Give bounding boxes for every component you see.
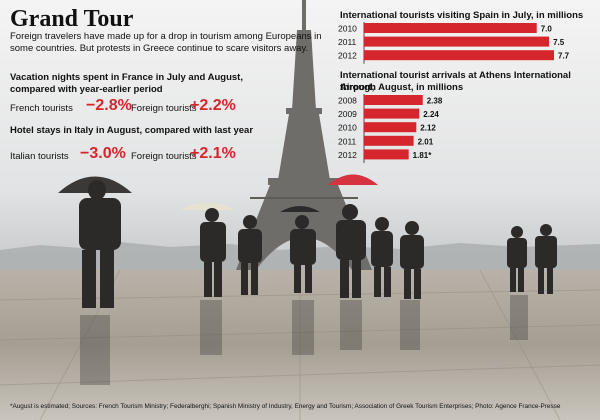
spain-category-label: 2012: [338, 51, 357, 61]
athens-bar: [364, 108, 420, 119]
spain-bar: [364, 50, 554, 61]
athens-chart-title-line1: International tourist arrivals at Athens…: [340, 70, 571, 93]
athens-category-label: 2012: [338, 150, 357, 160]
spain-value-label: 7.5: [553, 38, 565, 47]
italian-tourists-label: Italian tourists: [10, 151, 69, 162]
france-foreign-tourists-label: Foreign tourists: [131, 103, 197, 114]
spain-value-label: 7.0: [541, 25, 553, 34]
spain-category-label: 2011: [338, 37, 357, 47]
athens-bar-chart: 2008 2.38 2009 2.24 2010 2.12 2011 2.01 2012 1.81…: [338, 94, 443, 163]
athens-category-label: 2009: [338, 109, 357, 119]
spain-bar-chart: 2010 7.0 2011 7.5 2012 7.7: [338, 22, 570, 64]
athens-value-label: 2.01: [418, 137, 434, 146]
french-tourists-label: French tourists: [10, 103, 73, 114]
athens-bar: [364, 95, 423, 105]
athens-bar: [364, 149, 409, 160]
athens-category-label: 2008: [338, 96, 357, 106]
athens-value-label: 2.24: [423, 110, 439, 119]
deck-text: Foreign travelers have made up for a dro…: [10, 31, 322, 54]
athens-value-label: 2.12: [420, 124, 436, 133]
italian-tourists-change: −3.0%: [80, 145, 126, 162]
athens-value-label: 1.81*: [413, 151, 433, 160]
italy-foreign-tourists-change: +2.1%: [190, 145, 236, 162]
france-section-title-line1: Vacation nights spent in France in July …: [10, 72, 243, 83]
france-foreign-tourists-change: +2.2%: [190, 97, 236, 114]
footnote-sources: *August is estimated; Sources: French To…: [10, 403, 561, 410]
athens-bar: [364, 135, 414, 146]
athens-chart-title-line2: through August, in millions: [340, 82, 464, 93]
italy-section-title: Hotel stays in Italy in August, compared…: [10, 125, 254, 136]
italy-foreign-tourists-label: Foreign tourists: [131, 151, 197, 162]
spain-bar: [364, 36, 550, 47]
spain-category-label: 2010: [338, 24, 357, 34]
athens-bar: [364, 122, 417, 133]
spain-chart-title: International tourists visiting Spain in…: [340, 10, 584, 21]
france-section-title-line2: compared with year-earlier period: [10, 84, 163, 95]
athens-value-label: 2.38: [427, 97, 443, 106]
athens-category-label: 2010: [338, 123, 357, 133]
athens-category-label: 2011: [338, 136, 357, 146]
headline: Grand Tour: [10, 6, 134, 32]
french-tourists-change: −2.8%: [86, 97, 132, 114]
spain-bar: [364, 23, 537, 33]
spain-value-label: 7.7: [558, 52, 570, 61]
